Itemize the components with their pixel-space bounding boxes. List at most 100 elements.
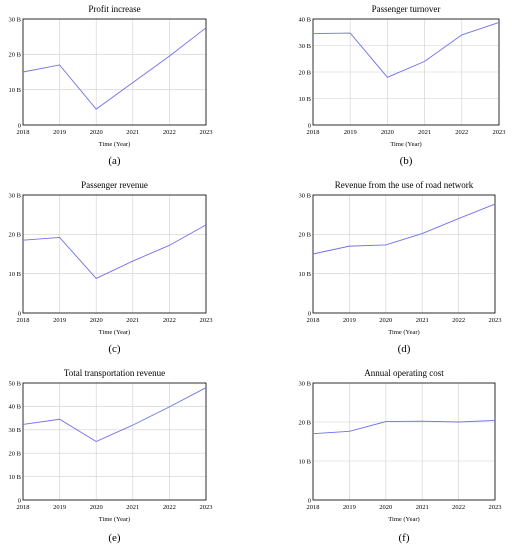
y-tick-label: 40 B [299, 16, 312, 23]
y-tick-label: 40 B [9, 404, 22, 411]
y-tick-label: 0 [18, 497, 21, 504]
x-tick-label: 2022 [452, 317, 465, 324]
x-tick-label: 2021 [416, 504, 429, 511]
panel-caption: (b) [400, 155, 413, 167]
x-tick-label: 2022 [163, 504, 176, 511]
x-tick-label: 2020 [379, 504, 392, 511]
y-tick-label: 50 B [9, 380, 22, 387]
x-tick-label: 2022 [163, 317, 176, 324]
x-tick-label: 2019 [344, 129, 357, 136]
plot-frame [312, 382, 496, 501]
chart-title: Profit increase [88, 4, 140, 14]
y-tick-label: 30 B [299, 43, 312, 50]
x-axis-label: Time (Year) [388, 329, 419, 336]
x-tick-label: 2023 [200, 317, 213, 324]
x-tick-label: 2021 [416, 317, 429, 324]
panel-caption: (e) [108, 532, 121, 544]
x-tick-label: 2020 [90, 317, 103, 324]
y-tick-label: 10 B [299, 271, 312, 278]
x-tick-label: 2020 [90, 129, 103, 136]
series-line [22, 387, 207, 443]
x-tick-label: 2018 [307, 504, 320, 511]
x-tick-label: 2018 [17, 504, 30, 511]
y-tick-label: 20 B [9, 451, 22, 458]
chart-title: Revenue from the use of road network [335, 180, 474, 190]
plot-frame [22, 382, 207, 501]
series-line [312, 22, 500, 78]
x-tick-label: 2019 [53, 504, 66, 511]
x-tick-label: 2019 [343, 504, 356, 511]
chart-panel-d: Revenue from the use of road network 0 10 … [299, 180, 502, 355]
plot-frame [312, 194, 496, 314]
x-tick-label: 2018 [17, 317, 30, 324]
y-tick-label: 20 B [9, 52, 22, 59]
chart-panel-f: Annual operating cost 0 10 B 20 B 30 B 2018 20… [299, 368, 502, 544]
x-tick-label: 2023 [493, 129, 506, 136]
chart-title: Total transportation revenue [64, 368, 165, 378]
y-tick-label: 10 B [299, 96, 312, 103]
y-tick-label: 30 B [9, 16, 22, 23]
y-tick-label: 20 B [299, 69, 312, 76]
y-tick-label: 10 B [9, 271, 22, 278]
x-axis-label: Time (Year) [99, 141, 130, 148]
series-line [312, 419, 496, 435]
x-tick-label: 2022 [455, 129, 468, 136]
x-tick-label: 2021 [126, 317, 139, 324]
series-line [312, 203, 496, 255]
x-tick-label: 2020 [90, 504, 103, 511]
x-tick-label: 2023 [200, 129, 213, 136]
y-tick-label: 10 B [9, 87, 22, 94]
x-tick-label: 2021 [418, 129, 431, 136]
x-axis-label: Time (Year) [99, 329, 130, 336]
x-tick-label: 2023 [489, 504, 502, 511]
plot-frame [22, 194, 207, 314]
chart-panel-c: Passenger revenue 0 10 B 20 B 30 B 2018 2019 20… [9, 180, 213, 355]
plot-frame [312, 18, 500, 126]
x-tick-label: 2023 [200, 504, 213, 511]
x-tick-label: 2022 [452, 504, 465, 511]
y-tick-label: 10 B [299, 458, 312, 465]
x-tick-label: 2019 [53, 317, 66, 324]
plot-frame [22, 18, 207, 126]
x-tick-label: 2020 [379, 317, 392, 324]
y-tick-label: 30 B [299, 192, 312, 199]
chart-title: Annual operating cost [364, 368, 444, 378]
x-tick-label: 2018 [307, 317, 320, 324]
x-axis-label: Time (Year) [99, 516, 130, 523]
y-tick-label: 0 [308, 122, 311, 129]
x-tick-label: 2023 [489, 317, 502, 324]
x-tick-label: 2018 [17, 129, 30, 136]
y-tick-label: 10 B [9, 474, 22, 481]
y-tick-label: 20 B [299, 419, 312, 426]
panel-caption: (f) [399, 532, 410, 544]
chart-title: Passenger turnover [372, 4, 441, 14]
x-tick-label: 2021 [126, 129, 139, 136]
panel-caption: (d) [398, 343, 411, 355]
y-tick-label: 30 B [9, 192, 22, 199]
y-tick-label: 0 [18, 310, 21, 317]
chart-panel-a: Profit increase 0 10 B 20 B 30 B 2018 2019 2020… [9, 4, 213, 167]
series-line [22, 224, 207, 279]
chart-panel-e: Total transportation revenue 0 10 B 20 B 30 … [9, 368, 213, 544]
series-line [22, 27, 207, 110]
x-tick-label: 2018 [307, 129, 320, 136]
y-tick-label: 0 [308, 497, 311, 504]
y-tick-label: 0 [308, 310, 311, 317]
x-axis-label: Time (Year) [388, 516, 419, 523]
chart-panel-b: Passenger turnover 0 10 B 20 B 30 B 40 B 2018 2… [299, 4, 506, 167]
x-tick-label: 2022 [163, 129, 176, 136]
x-tick-label: 2021 [126, 504, 139, 511]
y-tick-label: 30 B [9, 427, 22, 434]
panel-caption: (c) [108, 343, 121, 355]
chart-title: Passenger revenue [81, 180, 148, 190]
x-tick-label: 2020 [381, 129, 394, 136]
x-axis-label: Time (Year) [390, 141, 421, 148]
panel-caption: (a) [108, 155, 121, 167]
y-tick-label: 30 B [299, 380, 312, 387]
y-tick-label: 20 B [9, 232, 22, 239]
x-tick-label: 2019 [343, 317, 356, 324]
x-tick-label: 2019 [53, 129, 66, 136]
y-tick-label: 20 B [299, 232, 312, 239]
y-tick-label: 0 [18, 122, 21, 129]
